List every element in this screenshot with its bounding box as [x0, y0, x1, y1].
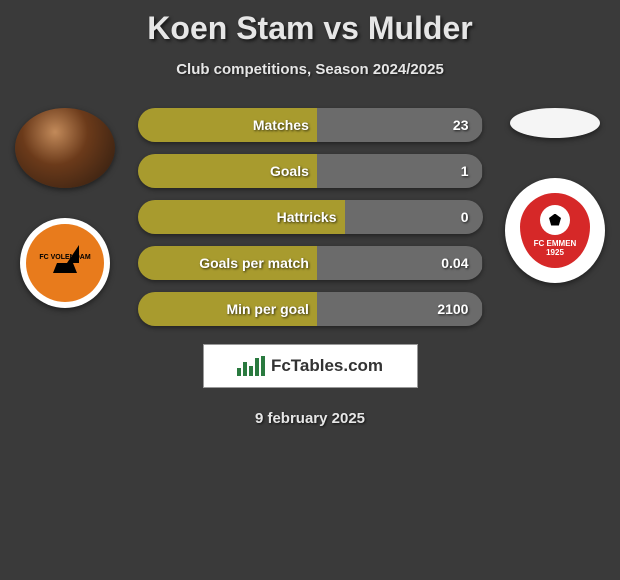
stat-value: 0.04 [441, 255, 468, 271]
stat-right-segment: 0 [345, 200, 483, 234]
stat-label: Hattricks [277, 209, 337, 225]
stat-value: 1 [461, 163, 469, 179]
player1-photo [15, 108, 115, 188]
stat-row: Min per goal 2100 [138, 292, 483, 326]
stat-value: 0 [461, 209, 469, 225]
page-title: Koen Stam vs Mulder [0, 0, 620, 47]
stat-label: Matches [253, 117, 309, 133]
stat-row: Matches 23 [138, 108, 483, 142]
player2-club-year: 1925 [546, 248, 564, 257]
player1-club-name: FC VOLENDAM [39, 254, 90, 261]
comparison-content: FC VOLENDAM FC EMMEN 1925 Matches 23 Goals… [0, 108, 620, 427]
stat-label: Goals [270, 163, 309, 179]
player1-club-logo: FC VOLENDAM [20, 218, 110, 308]
stat-right-segment: 2100 [317, 292, 483, 326]
player1-column: FC VOLENDAM [10, 108, 120, 308]
footer-brand-text: FcTables.com [271, 356, 383, 376]
footer-date: 9 february 2025 [0, 410, 620, 427]
stat-left-segment: Goals per match [138, 246, 317, 280]
bar-chart-icon [237, 356, 265, 376]
stats-table: Matches 23 Goals 1 Hattricks 0 Goals per match… [138, 108, 483, 326]
player2-column: FC EMMEN 1925 [500, 108, 610, 283]
stat-row: Goals 1 [138, 154, 483, 188]
footer-brand-badge: FcTables.com [203, 344, 418, 388]
boat-icon [53, 263, 77, 273]
stat-left-segment: Hattricks [138, 200, 345, 234]
stat-right-segment: 23 [317, 108, 483, 142]
stat-label: Min per goal [226, 301, 308, 317]
player2-club-logo: FC EMMEN 1925 [505, 178, 605, 283]
stat-value: 23 [453, 117, 469, 133]
stat-value: 2100 [437, 301, 468, 317]
stat-left-segment: Goals [138, 154, 317, 188]
player2-club-name: FC EMMEN [534, 239, 577, 248]
stat-left-segment: Matches [138, 108, 317, 142]
stat-left-segment: Min per goal [138, 292, 317, 326]
page-subtitle: Club competitions, Season 2024/2025 [0, 61, 620, 78]
soccer-ball-icon [540, 205, 570, 235]
stat-row: Goals per match 0.04 [138, 246, 483, 280]
player2-photo [510, 108, 600, 138]
stat-row: Hattricks 0 [138, 200, 483, 234]
stat-right-segment: 1 [317, 154, 483, 188]
stat-right-segment: 0.04 [317, 246, 483, 280]
stat-label: Goals per match [199, 255, 309, 271]
